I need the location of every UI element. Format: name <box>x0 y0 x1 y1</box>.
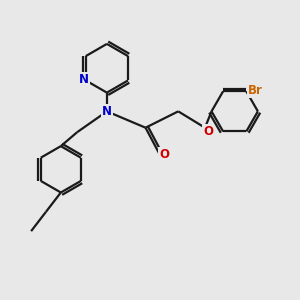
Text: Br: Br <box>248 84 263 97</box>
Text: O: O <box>203 125 213 138</box>
Text: O: O <box>159 148 169 161</box>
Text: N: N <box>102 105 112 118</box>
Text: N: N <box>79 74 89 86</box>
